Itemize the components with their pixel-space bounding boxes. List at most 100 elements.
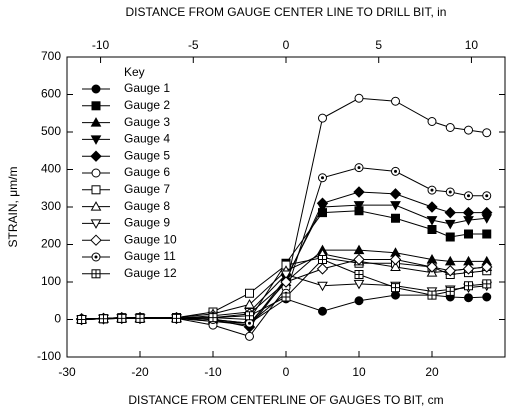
marker: [353, 244, 365, 255]
marker: [391, 213, 400, 223]
marker: [280, 270, 292, 281]
marker-detail: [464, 281, 473, 290]
marker-detail: [446, 287, 455, 296]
top-axis-title: DISTANCE FROM GAUGE CENTER LINE TO DRILL…: [126, 5, 447, 19]
x-tick-label: -10: [204, 365, 222, 379]
marker-detail: [209, 313, 217, 322]
legend-label: Gauge 1: [124, 81, 170, 95]
marker-detail: [248, 321, 251, 325]
marker: [316, 263, 329, 275]
marker-detail: [355, 270, 363, 279]
marker: [354, 296, 364, 306]
marker: [462, 263, 475, 275]
legend-marker: [91, 185, 101, 195]
marker: [426, 201, 438, 213]
marker-detail: [117, 314, 126, 323]
marker: [464, 229, 473, 239]
x-tick-label: -20: [131, 365, 149, 379]
marker-detail: [99, 314, 108, 323]
legend-marker: [90, 135, 102, 145]
marker: [444, 206, 456, 219]
marker: [318, 113, 327, 123]
marker: [427, 225, 437, 234]
legend-label: Gauge 3: [124, 115, 170, 129]
marker: [464, 293, 473, 303]
y-tick-label: 500: [41, 124, 61, 138]
legend-label: Gauge 11: [124, 249, 176, 263]
marker: [245, 288, 254, 298]
marker: [353, 253, 365, 266]
marker: [462, 206, 475, 219]
legend-label: Gauge 9: [124, 216, 170, 230]
x2-tick-label: 10: [465, 38, 479, 52]
marker: [353, 201, 365, 211]
y-tick-label: 0: [54, 312, 61, 326]
marker-detail: [136, 314, 144, 323]
legend-marker: [90, 219, 102, 229]
y-tick-label: 700: [41, 49, 61, 63]
marker: [390, 201, 401, 211]
marker: [482, 229, 492, 239]
legend-marker: [91, 168, 101, 178]
marker: [426, 216, 438, 226]
marker: [481, 261, 493, 273]
y-tick-label: 300: [41, 199, 61, 213]
marker-detail: [430, 188, 434, 192]
marker-detail: [282, 293, 290, 301]
legend-label: Gauge 8: [124, 199, 170, 213]
marker: [445, 123, 455, 132]
marker-detail: [321, 176, 324, 180]
marker: [445, 232, 455, 242]
marker-detail: [485, 194, 489, 198]
marker: [426, 261, 438, 273]
x-tick-label: 10: [352, 365, 366, 379]
legend-marker: [91, 101, 101, 111]
legend-label: Gauge 12: [124, 266, 177, 280]
marker: [427, 117, 437, 126]
marker: [444, 219, 456, 230]
marker: [444, 265, 456, 277]
marker-detail: [245, 311, 254, 320]
marker: [318, 306, 327, 316]
x2-tick-label: 5: [375, 38, 382, 52]
marker: [317, 281, 328, 292]
legend-marker: [90, 117, 102, 127]
marker: [391, 96, 400, 106]
y-axis-title: STRAIN, μm/m: [6, 167, 20, 248]
marker: [353, 279, 365, 290]
legend-label: Gauge 6: [124, 165, 170, 179]
marker-detail: [94, 255, 98, 259]
marker-detail: [482, 279, 491, 288]
y-tick-label: 600: [41, 87, 61, 101]
legend-label: Gauge 7: [124, 182, 170, 196]
x2-tick-label: 0: [283, 38, 290, 52]
marker: [280, 276, 292, 288]
marker-detail: [448, 190, 452, 194]
marker-detail: [318, 255, 327, 264]
x2-tick-label: -5: [188, 38, 199, 52]
marker: [245, 331, 254, 341]
legend-label: Gauge 2: [124, 98, 170, 112]
legend-marker: [90, 201, 102, 211]
marker: [444, 255, 456, 266]
marker-detail: [92, 269, 100, 278]
legend-marker: [91, 84, 101, 94]
marker-detail: [77, 315, 86, 324]
marker: [390, 261, 401, 271]
legend-label: Gauge 10: [124, 232, 177, 246]
marker: [389, 188, 402, 200]
legend-label: Gauge 5: [124, 148, 170, 162]
marker: [464, 125, 473, 135]
legend-marker: [90, 150, 102, 162]
marker: [389, 253, 402, 266]
marker-detail: [467, 194, 470, 198]
x-axis-title: DISTANCE FROM CENTERLINE OF GAUGES TO BI…: [128, 393, 443, 407]
y-tick-label: 400: [41, 162, 61, 176]
marker: [482, 128, 492, 138]
x2-tick-label: -10: [92, 38, 110, 52]
y-tick-label: 200: [41, 237, 61, 251]
x-tick-label: 0: [283, 365, 290, 379]
legend-marker: [90, 234, 102, 246]
marker-detail: [357, 166, 361, 170]
